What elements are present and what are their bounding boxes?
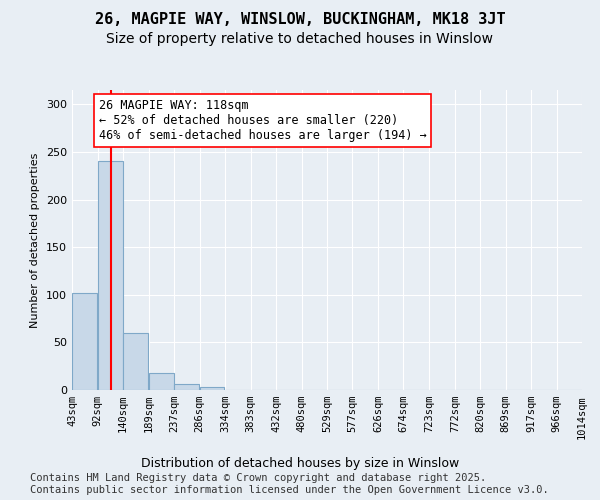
Bar bbox=[149, 373, 173, 390]
Text: Distribution of detached houses by size in Winslow: Distribution of detached houses by size … bbox=[141, 458, 459, 470]
Bar bbox=[174, 384, 199, 390]
Text: Size of property relative to detached houses in Winslow: Size of property relative to detached ho… bbox=[107, 32, 493, 46]
Text: 26, MAGPIE WAY, WINSLOW, BUCKINGHAM, MK18 3JT: 26, MAGPIE WAY, WINSLOW, BUCKINGHAM, MK1… bbox=[95, 12, 505, 28]
Bar bbox=[73, 293, 97, 390]
Bar bbox=[124, 333, 148, 390]
Text: 26 MAGPIE WAY: 118sqm
← 52% of detached houses are smaller (220)
46% of semi-det: 26 MAGPIE WAY: 118sqm ← 52% of detached … bbox=[99, 99, 427, 142]
Bar bbox=[98, 162, 122, 390]
Y-axis label: Number of detached properties: Number of detached properties bbox=[31, 152, 40, 328]
Text: Contains HM Land Registry data © Crown copyright and database right 2025.
Contai: Contains HM Land Registry data © Crown c… bbox=[30, 474, 549, 495]
Bar bbox=[200, 387, 224, 390]
